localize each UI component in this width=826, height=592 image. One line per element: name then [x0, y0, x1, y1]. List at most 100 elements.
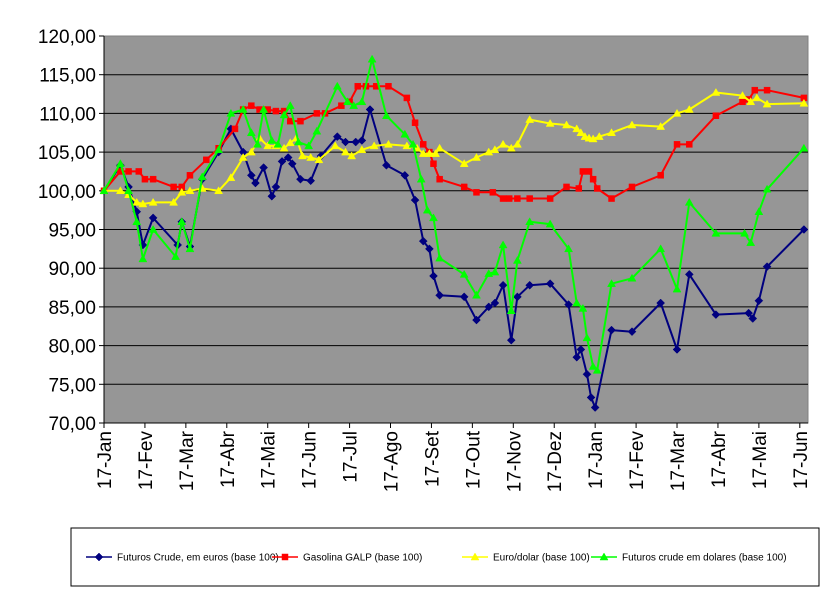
data-point [277, 157, 287, 166]
data-point [411, 119, 419, 126]
data-point [343, 97, 352, 106]
data-point [763, 86, 771, 94]
x-tick-label: 17-Jul [341, 431, 362, 483]
data-point [271, 182, 281, 192]
data-point [169, 197, 179, 206]
data-point [400, 129, 410, 138]
data-point [338, 102, 345, 109]
data-point [498, 280, 508, 290]
data-point [357, 145, 367, 154]
data-point [762, 99, 772, 108]
data-point [499, 195, 507, 202]
data-point [545, 118, 555, 127]
data-point [576, 128, 586, 136]
x-tick-label: 17-Fev [136, 431, 157, 491]
data-point [656, 244, 666, 253]
data-point [489, 189, 497, 196]
data-point [263, 141, 273, 150]
data-point [124, 186, 133, 195]
legend-label: Gasolina GALP (base 100) [303, 553, 422, 564]
data-point [751, 86, 759, 94]
data-point [149, 175, 157, 183]
data-point [684, 105, 694, 113]
data-point [740, 228, 749, 237]
data-point [312, 126, 322, 135]
data-point [579, 168, 587, 175]
data-point [586, 393, 596, 402]
data-point [593, 185, 601, 192]
x-tick-label: 17-Set [422, 430, 443, 487]
data-point [246, 128, 256, 136]
data-point [132, 217, 142, 226]
legend-box [70, 527, 820, 587]
data-point [357, 97, 367, 106]
data-point [138, 199, 148, 208]
data-point [473, 189, 480, 196]
data-point [512, 255, 522, 264]
data-point [627, 120, 637, 129]
data-point [408, 139, 418, 148]
data-point [472, 290, 481, 299]
x-tick-label: 17-Mai [750, 431, 771, 489]
data-point [578, 303, 588, 312]
data-point [607, 279, 616, 287]
data-point [259, 105, 269, 113]
data-point [592, 365, 602, 374]
data-point [185, 244, 195, 253]
data-point [799, 225, 809, 234]
data-point [365, 105, 375, 114]
data-point [505, 195, 513, 202]
data-point [673, 141, 681, 148]
data-point [628, 183, 636, 191]
data-point [588, 134, 598, 143]
data-point [545, 219, 555, 228]
x-tick-label: 17-Jan [586, 431, 607, 489]
data-point [431, 149, 440, 157]
data-point [214, 186, 224, 195]
data-point [349, 101, 359, 109]
data-point [472, 315, 481, 325]
data-point [607, 128, 616, 136]
data-point [115, 159, 125, 167]
data-point [563, 183, 570, 191]
data-point [585, 168, 593, 175]
data-point [525, 115, 535, 123]
data-point [435, 290, 444, 300]
x-tick-label: 17-Jun [300, 431, 321, 489]
data-point [435, 253, 445, 262]
data-point [459, 292, 469, 302]
data-point [148, 197, 158, 206]
data-point [272, 107, 280, 115]
data-point [115, 186, 125, 195]
data-point [238, 153, 248, 161]
data-point [424, 149, 434, 157]
data-point [738, 91, 747, 99]
data-point [711, 310, 721, 319]
data-point [762, 184, 772, 193]
data-point [525, 217, 535, 226]
data-point [125, 168, 132, 175]
data-point [177, 187, 187, 196]
data-point [381, 111, 391, 119]
x-tick-label: 17-Mar [668, 430, 689, 491]
data-point [422, 205, 432, 214]
data-point [418, 149, 428, 157]
y-tick-label: 85,00 [48, 298, 96, 319]
data-point [576, 345, 586, 354]
y-tick-label: 90,00 [48, 259, 96, 280]
data-point [384, 139, 393, 148]
data-point [429, 271, 438, 281]
data-point [684, 270, 694, 279]
data-point [279, 143, 289, 152]
y-tick-label: 105,00 [38, 143, 96, 164]
data-point [425, 244, 434, 254]
legend-swatch-marker [94, 552, 104, 562]
data-point [185, 186, 195, 195]
data-point [572, 298, 582, 307]
data-point [799, 143, 809, 152]
data-point [248, 102, 255, 109]
data-point [400, 170, 410, 180]
data-point [459, 159, 469, 167]
data-point [287, 159, 297, 169]
